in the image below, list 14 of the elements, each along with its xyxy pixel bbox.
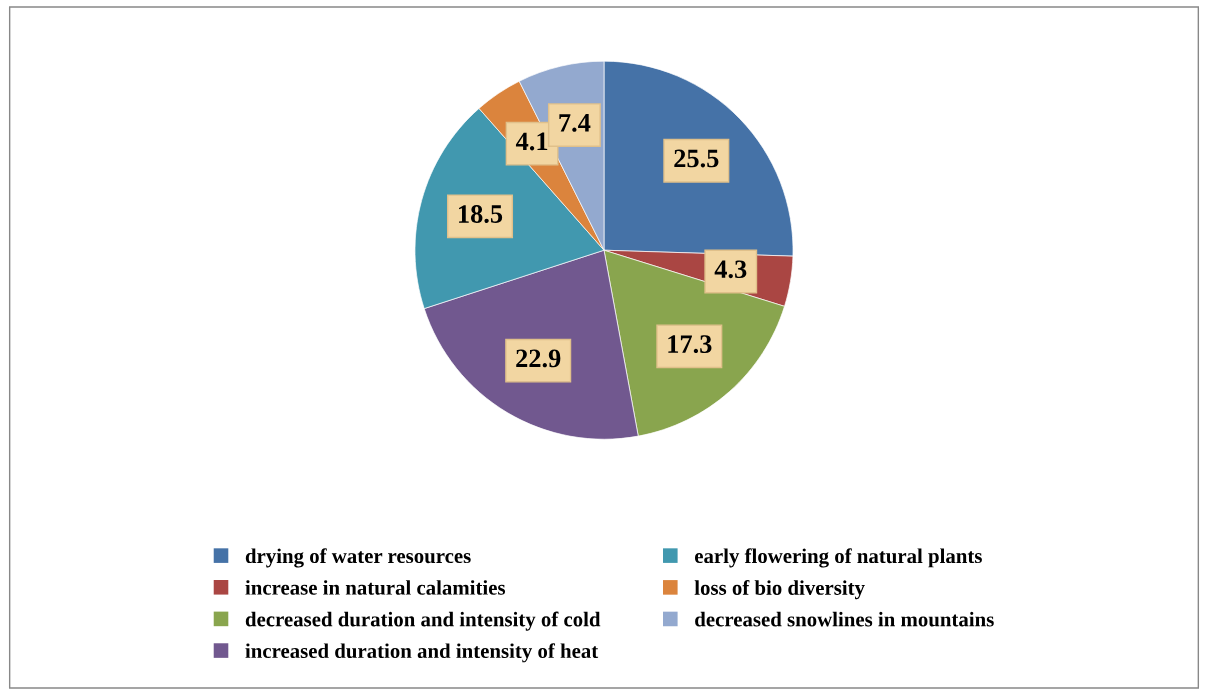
data-label: 4.1	[515, 132, 548, 151]
data-label: 7.4	[559, 114, 591, 132]
data-label: 18.5	[459, 205, 503, 223]
legend-label: loss of bio diversity	[694, 580, 865, 600]
legend-label: drying of water resources	[245, 548, 471, 568]
data-label: 4.3	[714, 260, 747, 279]
legend-label: increased duration and intensity of heat	[245, 643, 599, 663]
data-label: 25.5	[674, 149, 719, 168]
legend-label: decreased snowlines in mountains	[695, 611, 994, 627]
legend-label: early flowering of natural plants	[694, 548, 982, 568]
legend-label: increase in natural calamities	[245, 580, 506, 595]
data-label: 17.3	[668, 335, 712, 354]
legend-label: decreased duration and intensity of cold	[245, 611, 601, 631]
data-label: 22.9	[516, 349, 561, 368]
